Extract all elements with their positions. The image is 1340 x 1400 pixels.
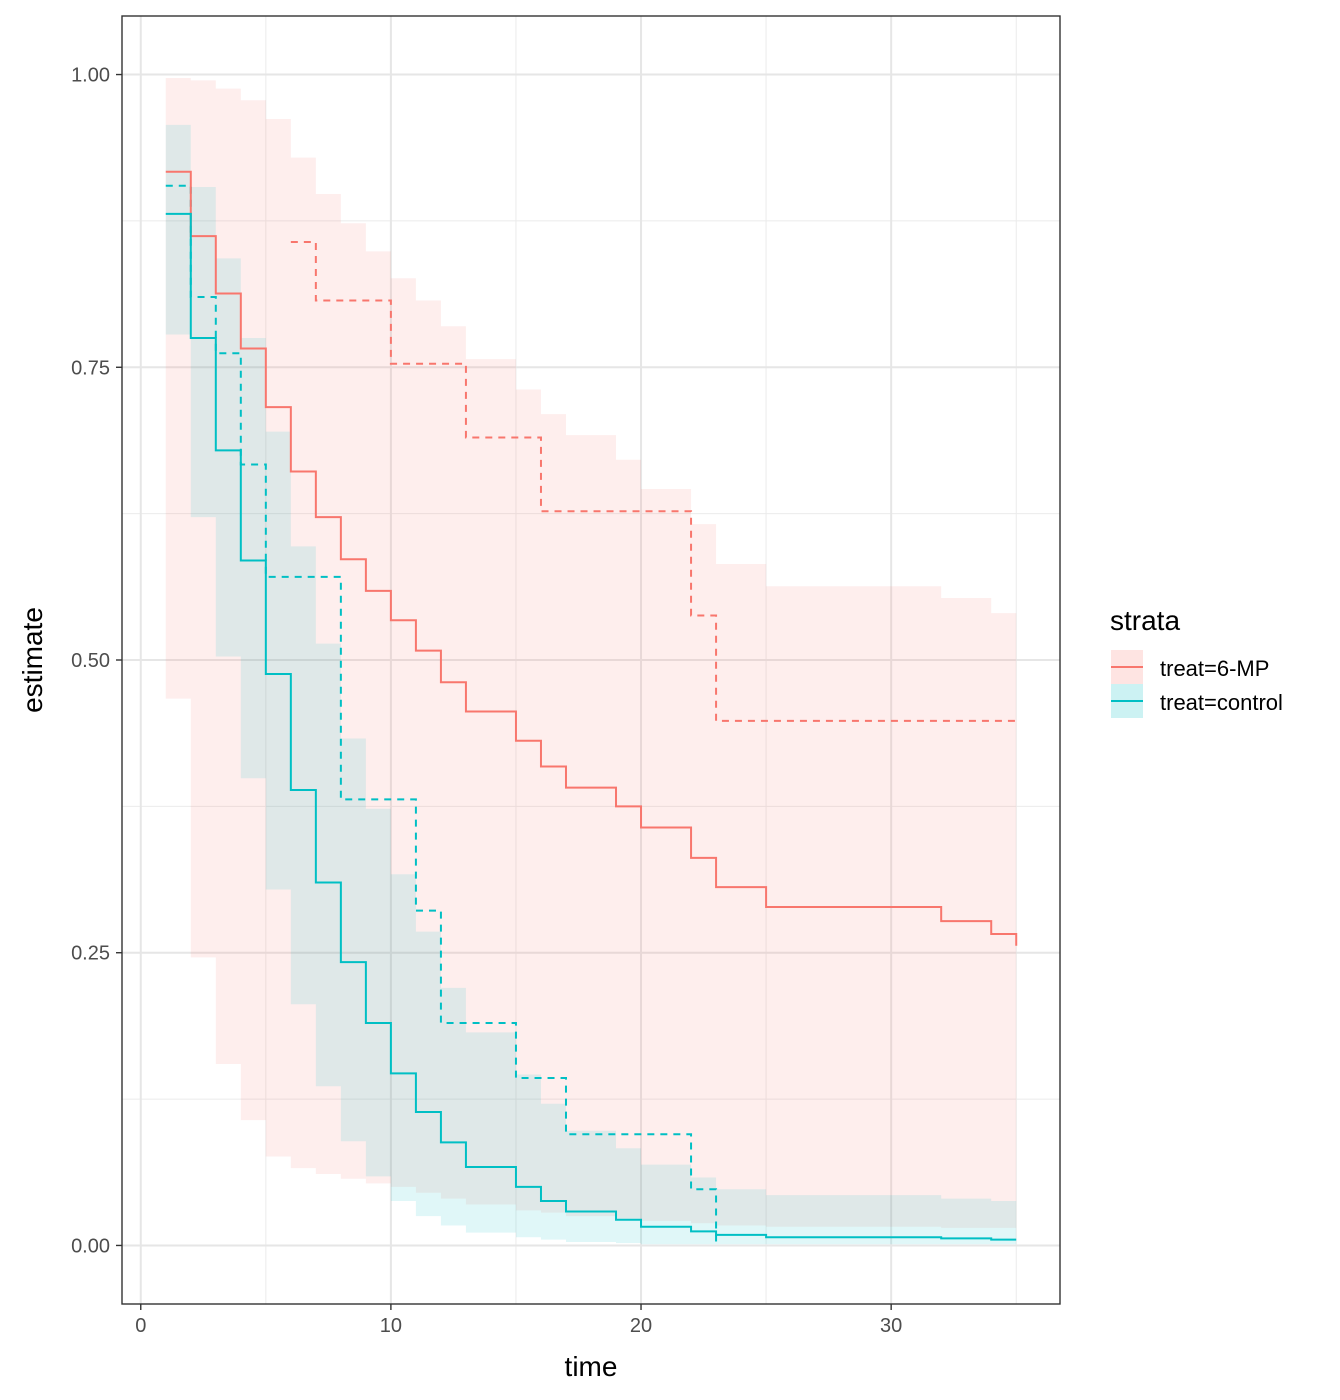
y-tick-label: 0.50 — [71, 650, 110, 672]
grid — [122, 16, 1060, 1304]
confidence-ribbons — [165, 78, 1017, 1245]
x-tick-label: 20 — [630, 1315, 652, 1337]
dashed-curve-control — [165, 184, 718, 1246]
ribbon-control — [165, 124, 1017, 1245]
y-tick-label: 1.00 — [71, 65, 110, 87]
dashed-curves — [165, 184, 1017, 1246]
legend: strata treat=6-MP treat=control — [1110, 605, 1283, 718]
y-tick-label: 0.00 — [71, 1235, 110, 1257]
x-tick-label: 10 — [380, 1315, 402, 1337]
y-tick-label: 0.75 — [71, 357, 110, 379]
y-tick-label: 0.25 — [71, 943, 110, 965]
legend-label-control: treat=control — [1160, 690, 1283, 715]
estimate-curves — [165, 170, 1018, 1241]
legend-title: strata — [1110, 605, 1180, 636]
x-tick-label: 0 — [135, 1315, 146, 1337]
axis-ticks: 0 10 20 30 0.00 0.25 0.50 0.75 1.00 — [71, 65, 902, 1337]
x-tick-label: 30 — [880, 1315, 902, 1337]
estimate-curve-6mp — [165, 170, 1018, 946]
dashed-curve-6mp — [290, 240, 1017, 722]
y-axis-title: estimate — [17, 607, 48, 713]
estimate-curve-control — [165, 212, 1017, 1241]
x-axis-title: time — [565, 1351, 618, 1382]
legend-label-6mp: treat=6-MP — [1160, 656, 1269, 681]
ribbon-6mp — [165, 78, 1017, 1228]
